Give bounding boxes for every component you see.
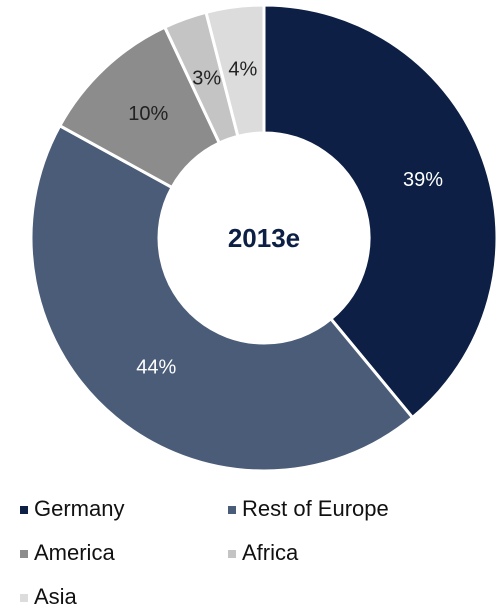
legend-label: Africa (242, 540, 299, 565)
value-label: 39% (403, 169, 443, 191)
legend-label: Rest of Europe (242, 496, 389, 521)
value-label: 3% (192, 67, 221, 89)
donut-slice (262, 3, 499, 420)
legend-swatch (228, 506, 236, 514)
value-label: 10% (128, 103, 168, 125)
donut-slice (204, 3, 266, 139)
center-label: 2013e (228, 223, 300, 253)
legend-swatch (20, 506, 28, 514)
legend-swatch (20, 550, 28, 558)
legend-label: Germany (34, 496, 124, 521)
legend-swatch (228, 550, 236, 558)
donut-slice (29, 123, 415, 473)
value-label: 44% (136, 356, 176, 378)
value-label: 4% (228, 59, 257, 81)
legend-label: America (34, 540, 115, 565)
legend-swatch (20, 594, 28, 602)
legend-label: Asia (34, 584, 78, 609)
